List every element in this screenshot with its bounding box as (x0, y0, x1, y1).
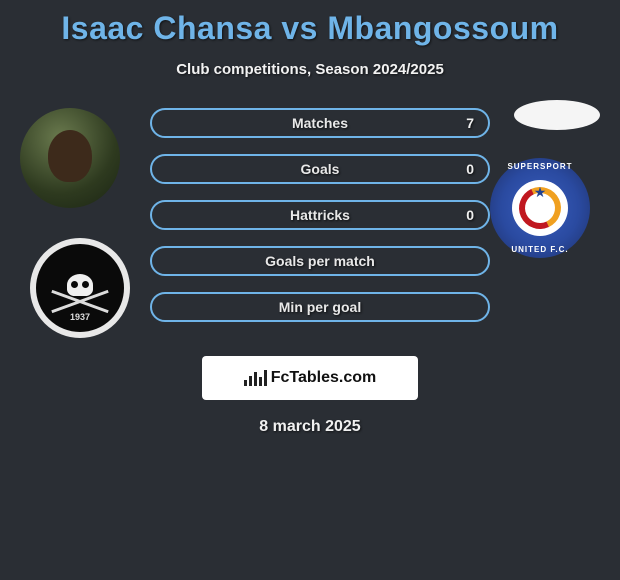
player-left-avatar (20, 108, 120, 208)
club-left-year: 1937 (70, 312, 90, 322)
player-right-avatar (514, 100, 600, 130)
stat-row-goals: Goals 0 (150, 154, 490, 184)
page-title: Isaac Chansa vs Mbangossoum (10, 10, 610, 47)
stat-right-value: 7 (466, 115, 474, 131)
stat-row-min-per-goal: Min per goal (150, 292, 490, 322)
club-right-badge: SUPERSPORT UNITED F.C. ★ (490, 158, 590, 258)
stats-area: 1937 SUPERSPORT UNITED F.C. ★ Matches 7 … (10, 108, 610, 348)
stat-row-goals-per-match: Goals per match (150, 246, 490, 276)
stat-label: Goals per match (265, 253, 375, 269)
stat-row-hattricks: Hattricks 0 (150, 200, 490, 230)
stat-label: Hattricks (290, 207, 350, 223)
card-container: Isaac Chansa vs Mbangossoum Club competi… (0, 0, 620, 444)
stat-label: Matches (292, 115, 348, 131)
stat-label: Goals (301, 161, 340, 177)
stat-right-value: 0 (466, 161, 474, 177)
footer-date: 8 march 2025 (10, 418, 610, 436)
stat-right-value: 0 (466, 207, 474, 223)
club-right-inner: ★ (512, 180, 568, 236)
page-subtitle: Club competitions, Season 2024/2025 (10, 61, 610, 78)
stat-label: Min per goal (279, 299, 361, 315)
club-left-badge: 1937 (30, 238, 130, 338)
star-icon: ★ (534, 184, 547, 201)
bar-chart-icon (244, 370, 267, 386)
brand-box[interactable]: FcTables.com (202, 356, 418, 400)
brand-text: FcTables.com (271, 369, 377, 387)
skull-icon (67, 274, 93, 296)
stat-row-matches: Matches 7 (150, 108, 490, 138)
